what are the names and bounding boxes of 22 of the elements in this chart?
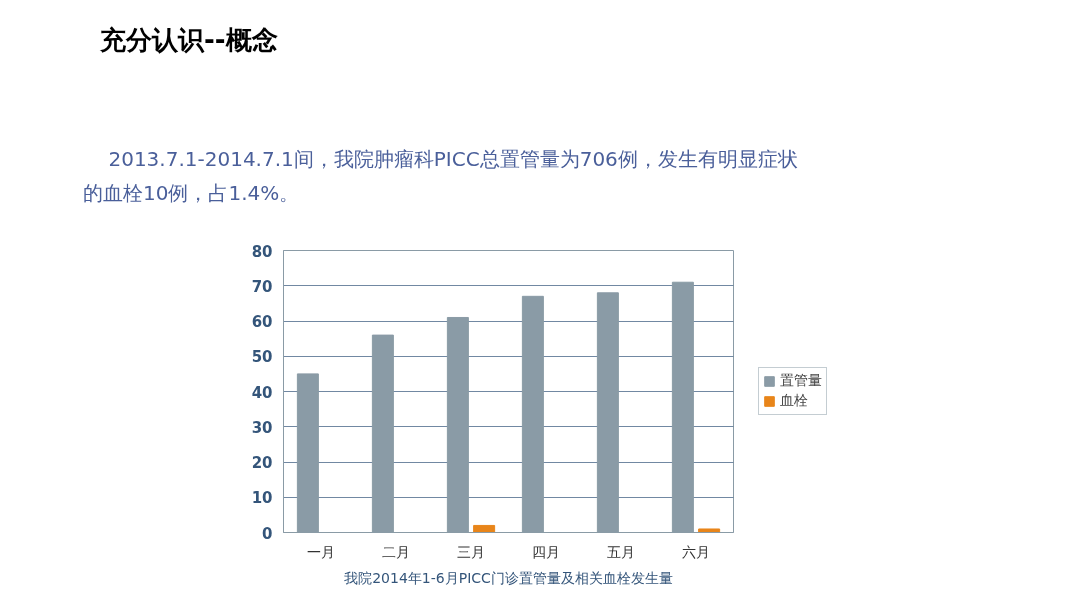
y-tick-label: 80 xyxy=(251,242,273,261)
x-tick-label: 五月 xyxy=(607,543,635,560)
y-tick-label: 60 xyxy=(251,313,273,331)
x-tick-label: 一月 xyxy=(307,543,335,560)
legend-label: 血栓 xyxy=(780,392,808,410)
y-tick-label: 50 xyxy=(251,348,273,367)
chart-subtitle: 2013.7.1-2014.7.1间，我院肿瘤科PICC总置管量为706例，发生有明显症状的血栓10例，占1.4%。 xyxy=(83,146,798,207)
x-tick-label: 二月 xyxy=(382,543,410,560)
chart-title: 充分认识--概念 xyxy=(100,24,278,57)
y-tick-label: 10 xyxy=(251,489,273,508)
x-tick-label: 四月 xyxy=(532,543,560,560)
bar xyxy=(473,524,496,533)
y-tick-label: 70 xyxy=(251,277,273,296)
y-tick-label: 30 xyxy=(251,418,273,437)
legend-label: 置管量 xyxy=(780,372,822,390)
x-tick-label: 六月 xyxy=(682,543,710,560)
y-tick-label: 20 xyxy=(251,454,273,472)
text: 我院2014年1-6月PICC门诊置管量及相关血栓发生量 xyxy=(344,569,673,586)
bar xyxy=(698,528,721,533)
y-tick-label: 40 xyxy=(251,383,273,402)
x-tick-label: 三月 xyxy=(457,543,485,560)
y-tick-label: 0 xyxy=(262,524,273,543)
